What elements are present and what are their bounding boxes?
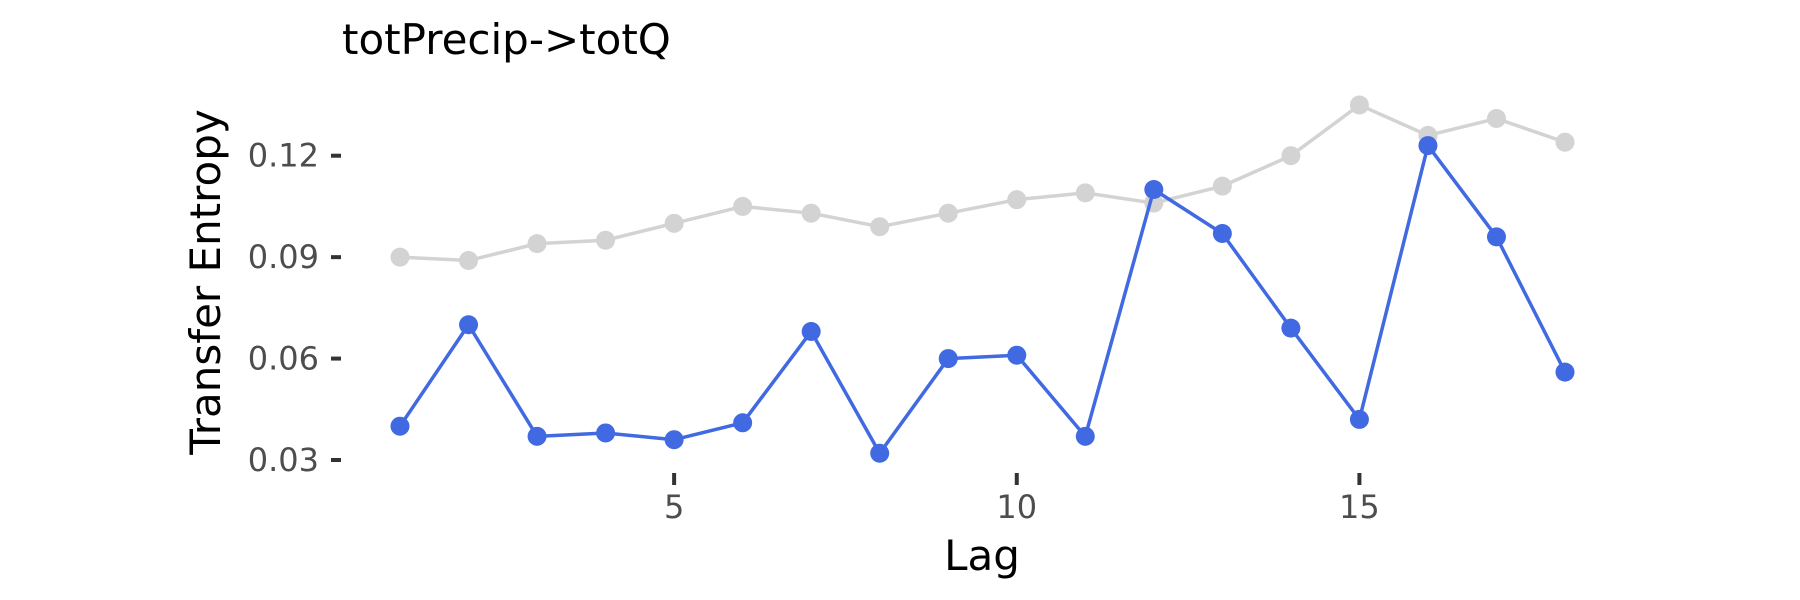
data-point (938, 203, 958, 223)
y-tick-label: 0.09 (248, 238, 319, 276)
data-point (390, 416, 410, 436)
data-point (733, 413, 753, 433)
y-tick-label: 0.03 (248, 441, 319, 479)
data-point (801, 322, 821, 342)
data-point (1075, 183, 1095, 203)
data-point (1007, 190, 1027, 210)
x-tick-label: 5 (664, 488, 684, 526)
data-point (664, 213, 684, 233)
series-1 (390, 136, 1575, 463)
data-point (1349, 95, 1369, 115)
data-point (596, 423, 616, 443)
data-point (801, 203, 821, 223)
chart-title: totPrecip->totQ (342, 15, 671, 64)
data-point (459, 251, 479, 271)
data-point (1281, 318, 1301, 338)
y-axis-title: Transfer Entropy (181, 109, 230, 455)
y-tick-label: 0.06 (248, 340, 319, 378)
x-tick-label: 15 (1339, 488, 1380, 526)
data-point (1212, 223, 1232, 243)
data-point (733, 196, 753, 216)
y-tick-label: 0.12 (248, 137, 319, 175)
data-point (938, 349, 958, 369)
data-point (1486, 109, 1506, 129)
x-axis: 5 10 15 (664, 473, 1380, 526)
x-tick-label: 10 (996, 488, 1037, 526)
data-point (1349, 409, 1369, 429)
data-point (390, 247, 410, 267)
data-point (664, 430, 684, 450)
data-point (1486, 227, 1506, 247)
data-point (1075, 426, 1095, 446)
y-axis: 0.03 0.06 0.09 0.12 (248, 137, 341, 479)
x-axis-title: Lag (944, 531, 1020, 580)
data-point (1418, 136, 1438, 156)
data-point (1007, 345, 1027, 365)
series-0 (390, 95, 1575, 271)
data-point (870, 443, 890, 463)
data-point (1281, 146, 1301, 166)
data-point (527, 426, 547, 446)
series-line (399, 103, 1566, 263)
data-point (459, 315, 479, 335)
data-point (1555, 132, 1575, 152)
data-point (527, 234, 547, 254)
data-point (1555, 362, 1575, 382)
series-line (398, 143, 1567, 455)
data-point (870, 217, 890, 237)
data-point (596, 230, 616, 250)
data-point (1212, 176, 1232, 196)
data-point (1144, 180, 1164, 200)
series-layer (390, 95, 1575, 463)
